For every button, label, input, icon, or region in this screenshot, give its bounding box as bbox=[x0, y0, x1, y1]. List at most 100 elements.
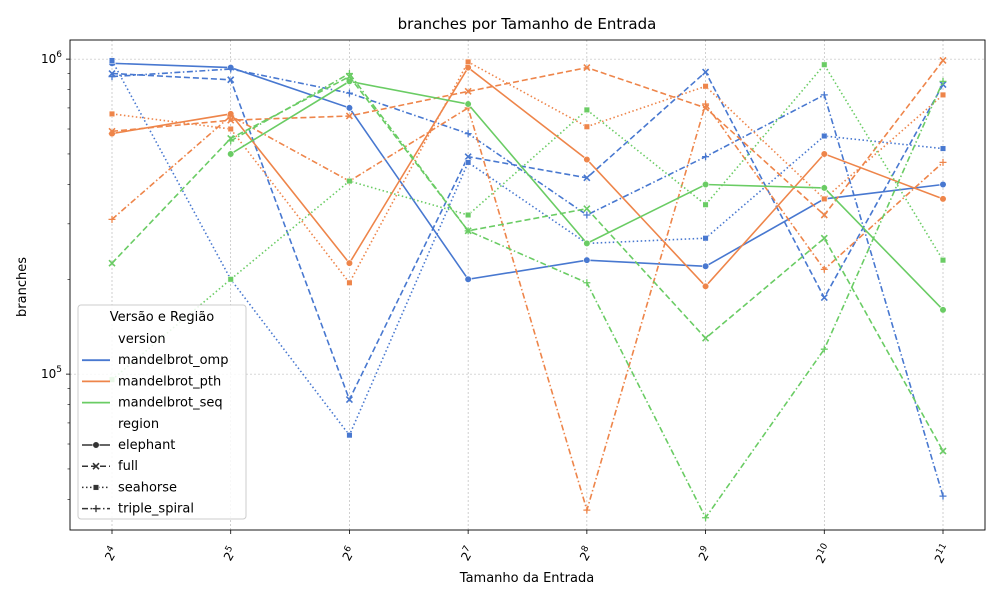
data-point bbox=[465, 159, 472, 166]
data-point bbox=[108, 127, 116, 135]
data-point bbox=[108, 215, 116, 223]
data-point bbox=[583, 506, 591, 514]
legend-header-region: region bbox=[118, 417, 159, 432]
data-point bbox=[108, 73, 116, 81]
legend-header-version: version bbox=[118, 332, 166, 347]
data-point bbox=[939, 77, 947, 85]
legend-marker bbox=[92, 462, 100, 470]
series-line bbox=[111, 62, 944, 281]
data-point bbox=[227, 76, 235, 84]
data-point bbox=[345, 259, 354, 267]
data-point bbox=[702, 153, 710, 161]
data-point bbox=[227, 150, 235, 158]
data-point bbox=[939, 447, 947, 455]
data-point bbox=[345, 104, 354, 112]
data-point bbox=[345, 89, 353, 97]
series-mandelbrot_pth-seahorse bbox=[108, 58, 947, 286]
data-point bbox=[227, 112, 235, 120]
x-axis-label: Tamanho da Entrada bbox=[459, 571, 594, 586]
data-point bbox=[701, 282, 710, 290]
data-point bbox=[227, 137, 235, 145]
series-mandelbrot_seq-triple_spiral bbox=[227, 70, 947, 522]
data-point bbox=[821, 61, 828, 68]
data-point bbox=[464, 130, 472, 138]
legend-title: Versão e Região bbox=[110, 310, 214, 325]
series-mandelbrot_omp-triple_spiral bbox=[108, 65, 947, 500]
data-point bbox=[227, 125, 234, 133]
legend-entry: mandelbrot_omp bbox=[118, 353, 228, 368]
y-tick-label: 106 bbox=[41, 50, 62, 66]
data-point bbox=[939, 91, 947, 98]
data-point bbox=[702, 235, 709, 242]
series-line bbox=[111, 75, 944, 452]
data-point bbox=[820, 91, 828, 99]
legend-entry: seahorse bbox=[118, 480, 177, 495]
data-point bbox=[820, 265, 828, 273]
data-point bbox=[821, 195, 828, 202]
data-point bbox=[702, 68, 710, 76]
data-point bbox=[346, 279, 353, 286]
legend-entry: mandelbrot_pth bbox=[118, 374, 221, 389]
series-line bbox=[111, 60, 944, 285]
data-point bbox=[465, 211, 472, 219]
data-point bbox=[464, 100, 472, 108]
data-point bbox=[820, 345, 828, 353]
legend-marker bbox=[92, 505, 100, 513]
data-point bbox=[345, 396, 353, 404]
data-point bbox=[583, 106, 590, 113]
chart-title: branches por Tamanho de Entrada bbox=[398, 15, 657, 33]
data-point bbox=[702, 201, 709, 208]
data-point bbox=[701, 180, 710, 189]
y-tick-label: 105 bbox=[41, 365, 62, 381]
plot-frame bbox=[69, 39, 986, 531]
data-point bbox=[702, 334, 710, 342]
legend-entry: full bbox=[118, 459, 138, 474]
series-mandelbrot_seq-elephant bbox=[227, 77, 947, 314]
y-axis-label: branches bbox=[15, 257, 30, 317]
series-mandelbrot_omp-elephant bbox=[108, 59, 947, 283]
data-point bbox=[939, 56, 947, 65]
data-point bbox=[583, 211, 591, 219]
data-point bbox=[702, 514, 710, 522]
data-point bbox=[464, 153, 472, 161]
data-point bbox=[939, 180, 947, 189]
data-point bbox=[702, 83, 709, 90]
data-point bbox=[583, 155, 591, 164]
data-point bbox=[108, 110, 116, 117]
data-point bbox=[939, 158, 947, 166]
data-point bbox=[939, 195, 947, 203]
series-line bbox=[111, 102, 944, 513]
legend-box bbox=[77, 304, 247, 520]
series-line bbox=[111, 63, 944, 381]
data-point bbox=[346, 178, 353, 185]
data-point bbox=[345, 70, 353, 78]
data-point bbox=[820, 234, 828, 242]
series-line bbox=[111, 70, 944, 402]
data-point bbox=[346, 432, 353, 439]
series-line bbox=[111, 66, 944, 288]
data-point bbox=[583, 256, 591, 264]
series-line bbox=[111, 60, 944, 217]
data-point bbox=[583, 123, 590, 130]
data-point bbox=[583, 205, 591, 213]
data-point bbox=[583, 239, 591, 248]
legend-entry: mandelbrot_seq bbox=[118, 396, 223, 411]
data-point bbox=[345, 112, 353, 120]
data-point bbox=[939, 145, 947, 152]
data-point bbox=[939, 306, 947, 314]
data-point bbox=[583, 174, 591, 182]
series-mandelbrot_omp-full bbox=[108, 68, 947, 404]
data-point bbox=[583, 64, 591, 72]
data-point bbox=[227, 65, 235, 73]
legend-marker bbox=[92, 484, 100, 491]
data-point bbox=[464, 227, 472, 235]
data-point bbox=[583, 279, 591, 287]
legend-marker bbox=[92, 441, 100, 449]
data-point bbox=[820, 293, 828, 302]
data-point bbox=[465, 58, 472, 65]
data-point bbox=[464, 87, 472, 95]
data-point bbox=[821, 132, 828, 140]
data-point bbox=[702, 100, 710, 108]
